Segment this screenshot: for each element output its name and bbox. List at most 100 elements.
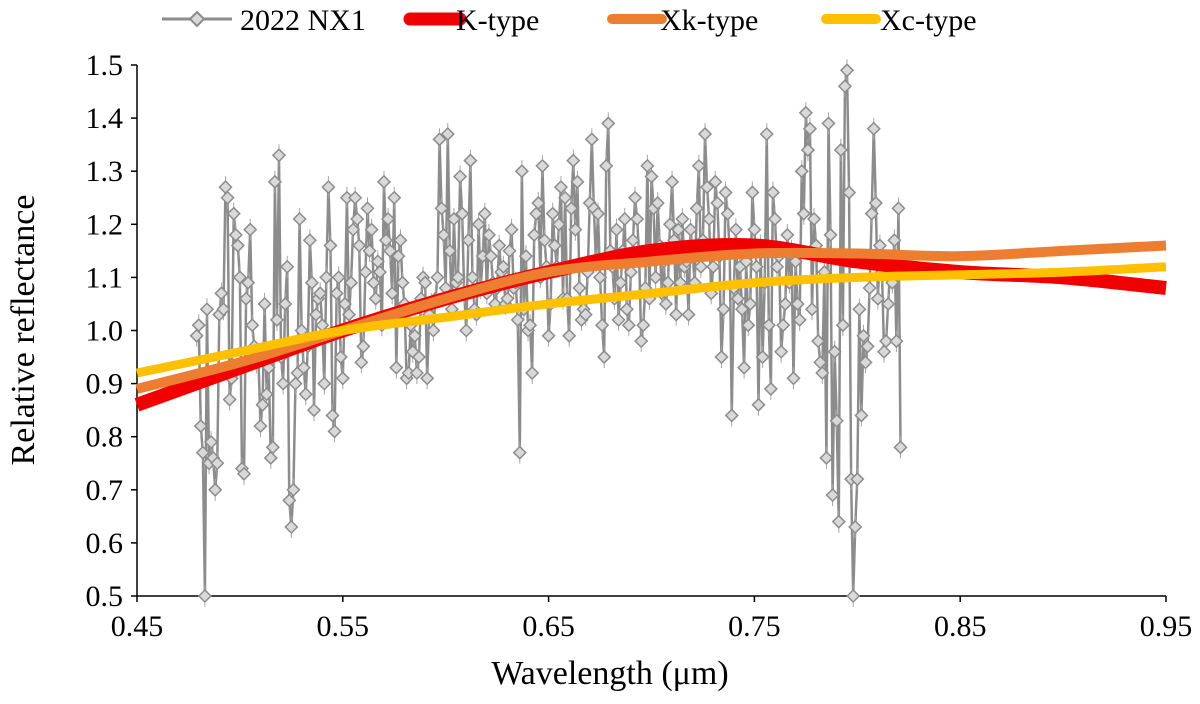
data-point-marker <box>815 365 830 381</box>
data-point-marker <box>453 169 468 184</box>
data-point-marker <box>420 371 435 386</box>
data-point-marker <box>745 185 760 200</box>
data-point-marker <box>718 185 733 200</box>
data-point-marker <box>356 339 371 354</box>
data-point-marker <box>267 174 282 189</box>
y-tick-label: 1.0 <box>86 315 124 348</box>
data-point-marker <box>566 153 581 168</box>
legend-label-xc-type: Xc-type <box>880 4 977 37</box>
data-point-marker <box>337 296 352 312</box>
y-tick-label: 1.4 <box>86 102 124 135</box>
x-tick-label: 0.95 <box>1140 610 1193 643</box>
data-point-marker <box>263 450 278 466</box>
data-point-marker <box>545 206 560 221</box>
data-point-marker <box>471 217 486 232</box>
data-point-marker <box>734 302 750 317</box>
data-point-marker <box>354 355 369 370</box>
data-point-marker <box>671 222 686 237</box>
data-point-marker <box>697 126 713 142</box>
data-point-marker <box>376 174 392 189</box>
x-tick-label: 0.65 <box>522 610 575 643</box>
data-point-marker <box>891 201 906 216</box>
data-point-marker <box>627 190 643 205</box>
data-point-marker <box>189 328 204 343</box>
data-point-marker <box>675 211 690 227</box>
data-point-marker <box>302 233 317 248</box>
data-point-marker <box>197 588 212 604</box>
y-tick-label: 0.5 <box>86 580 124 613</box>
x-tick-label: 0.75 <box>728 610 781 643</box>
data-point-marker <box>889 334 904 349</box>
data-point-marker <box>825 488 840 503</box>
data-point-marker <box>599 158 614 173</box>
data-point-marker <box>802 121 818 136</box>
data-point-marker <box>512 445 527 460</box>
data-point-marker <box>625 233 641 248</box>
data-point-marker <box>459 323 474 338</box>
data-point-marker <box>407 328 422 343</box>
data-point-marker <box>854 408 869 423</box>
data-point-marker <box>241 275 256 290</box>
data-point-marker <box>409 365 424 381</box>
data-point-marker <box>868 195 883 211</box>
y-tick-label: 0.9 <box>86 368 124 401</box>
data-point-marker <box>455 206 470 221</box>
data-point-marker <box>214 286 229 301</box>
data-point-marker <box>829 413 844 428</box>
data-point-marker <box>430 270 445 285</box>
data-point-marker <box>780 227 795 242</box>
data-point-marker <box>807 211 822 227</box>
data-point-marker <box>714 349 729 365</box>
legend-label-xk-type: Xk-type <box>660 4 758 37</box>
data-point-marker <box>364 222 379 237</box>
data-point-marker <box>510 312 525 327</box>
data-point-marker <box>346 222 361 237</box>
data-point-marker <box>862 280 877 296</box>
data-point-marker <box>590 206 606 221</box>
data-point-marker <box>286 482 301 497</box>
data-point-marker <box>271 148 287 163</box>
data-point-marker <box>691 158 706 173</box>
data-point-marker <box>483 249 499 264</box>
data-point-marker <box>195 445 210 460</box>
data-point-marker <box>562 328 577 343</box>
y-tick-label: 0.7 <box>86 474 124 507</box>
data-point-marker <box>230 238 245 253</box>
data-point-marker <box>570 174 585 189</box>
data-point-marker <box>852 302 867 317</box>
legend-item-2022-nx1: 2022 NX1 <box>162 4 366 37</box>
data-point-marker <box>323 238 338 253</box>
data-point-marker <box>833 142 848 158</box>
data-point-marker <box>794 164 809 179</box>
data-point-marker <box>436 227 451 242</box>
data-point-marker <box>650 195 665 211</box>
y-tick-label: 0.8 <box>86 421 124 454</box>
data-point-marker <box>636 318 651 333</box>
data-point-marker <box>210 456 225 471</box>
data-point-marker <box>870 291 885 306</box>
data-point-marker <box>335 371 350 386</box>
legend: 2022 NX1 K-type Xk-type Xc-type <box>162 4 977 37</box>
data-point-marker <box>477 206 492 221</box>
data-point-marker <box>665 174 680 189</box>
data-point-marker <box>391 249 406 264</box>
data-point-marker <box>383 243 398 258</box>
data-point-marker <box>236 466 252 481</box>
data-point-marker <box>372 265 387 280</box>
data-point-marker <box>792 312 807 327</box>
data-point-marker <box>432 132 447 147</box>
data-point-marker <box>325 408 340 423</box>
data-point-marker <box>706 259 721 274</box>
data-point-marker <box>381 211 396 227</box>
data-point-marker <box>362 243 377 258</box>
data-point-marker <box>518 249 534 264</box>
data-point-marker <box>856 328 871 343</box>
data-point-marker <box>619 302 634 317</box>
legend-label-2022-nx1: 2022 NX1 <box>240 4 366 37</box>
data-point-marker <box>846 588 861 604</box>
data-point-marker <box>595 318 610 333</box>
data-point-marker <box>592 270 608 285</box>
data-point-marker <box>751 397 766 412</box>
data-point-marker <box>640 158 655 173</box>
